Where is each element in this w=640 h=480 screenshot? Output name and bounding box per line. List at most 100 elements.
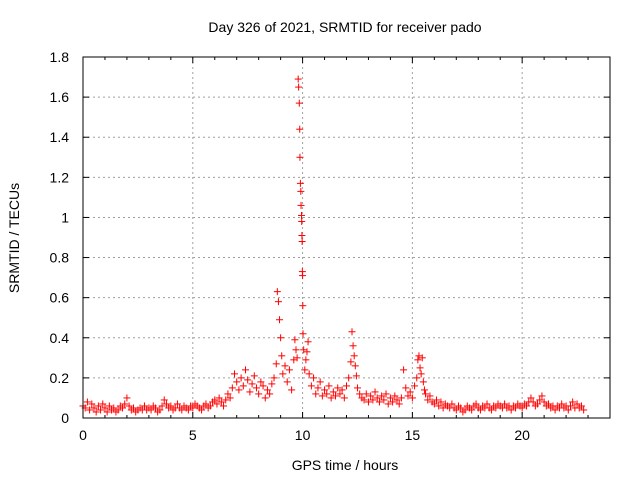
x-tick-label: 20 <box>514 427 530 443</box>
data-point <box>340 394 348 402</box>
data-point <box>369 396 377 404</box>
data-point <box>173 400 181 408</box>
data-point <box>536 396 544 404</box>
data-point <box>160 396 168 404</box>
data-point <box>312 390 320 398</box>
chart-title: Day 326 of 2021, SRMTID for receiver pad… <box>208 19 481 35</box>
data-point <box>125 402 133 410</box>
data-point <box>92 408 100 416</box>
data-point <box>501 400 509 408</box>
data-point <box>518 404 526 412</box>
data-point <box>416 364 424 372</box>
data-point <box>573 400 581 408</box>
y-tick-label: 1.2 <box>50 169 70 185</box>
data-point <box>534 400 542 408</box>
data-point <box>406 388 414 396</box>
data-point <box>140 402 148 410</box>
data-point <box>279 370 287 378</box>
data-point <box>393 396 401 404</box>
data-point <box>202 400 210 408</box>
data-point <box>211 396 219 404</box>
data-point <box>380 396 388 404</box>
data-point <box>318 392 326 400</box>
data-point <box>402 384 410 392</box>
data-point <box>433 396 441 404</box>
data-point <box>360 396 368 404</box>
data-point <box>220 402 228 410</box>
data-point <box>147 406 155 414</box>
data-point <box>413 374 421 382</box>
data-point <box>88 400 96 408</box>
data-point <box>411 382 419 390</box>
data-point <box>97 406 105 414</box>
data-point <box>325 382 333 390</box>
data-point <box>351 362 359 370</box>
data-point <box>492 404 500 412</box>
data-point <box>272 360 280 368</box>
data-point <box>419 378 427 386</box>
data-point <box>198 406 206 414</box>
data-point <box>94 402 102 410</box>
data-point <box>529 398 537 406</box>
data-point <box>364 398 372 406</box>
data-point <box>545 400 553 408</box>
data-point <box>476 406 484 414</box>
data-point <box>343 382 350 390</box>
data-point <box>103 408 111 416</box>
data-point <box>239 382 247 390</box>
data-point <box>273 288 281 296</box>
data-point <box>321 386 329 394</box>
axis-ticks <box>82 56 611 419</box>
data-point <box>222 396 230 404</box>
data-point <box>281 362 289 370</box>
data-point <box>382 390 390 398</box>
data-point <box>303 348 311 356</box>
data-point <box>158 402 166 410</box>
x-tick-label: 0 <box>79 427 87 443</box>
data-point <box>110 404 118 412</box>
data-point <box>278 352 286 360</box>
y-tick-label: 1.6 <box>50 89 70 105</box>
data-point <box>395 400 403 408</box>
data-point <box>294 75 302 83</box>
data-point <box>213 400 221 408</box>
data-point <box>90 404 98 412</box>
data-point <box>235 386 243 394</box>
data-point <box>86 406 94 414</box>
data-point <box>302 356 310 364</box>
data-point <box>424 396 432 404</box>
y-tick-label: 1.8 <box>50 49 70 65</box>
data-point <box>512 404 520 412</box>
data-point <box>417 370 425 378</box>
data-point <box>367 392 375 400</box>
data-point <box>316 378 324 386</box>
data-point <box>255 390 263 398</box>
data-point <box>299 272 307 280</box>
data-point <box>426 392 434 400</box>
data-point <box>259 382 267 390</box>
data-point <box>252 384 260 392</box>
data-point <box>461 406 469 414</box>
data-points <box>79 75 588 416</box>
data-point <box>472 400 480 408</box>
data-point <box>276 316 284 324</box>
data-point <box>248 380 256 388</box>
data-point <box>206 402 214 410</box>
data-point <box>268 380 276 388</box>
data-point <box>334 384 342 392</box>
data-point <box>371 388 379 396</box>
x-tick-label: 15 <box>405 427 421 443</box>
data-point <box>167 402 175 410</box>
data-point <box>277 334 285 342</box>
data-point <box>296 153 304 161</box>
data-point <box>261 394 269 402</box>
data-point <box>217 398 225 406</box>
data-point <box>386 394 394 402</box>
data-point <box>295 99 303 107</box>
data-point <box>291 336 299 344</box>
y-tick-labels: 0 0.2 0.4 0.6 0.8 1 1.2 1.4 1.6 1.8 <box>50 49 70 426</box>
y-tick-label: 0 <box>61 410 69 426</box>
data-point <box>121 400 129 408</box>
data-point <box>345 374 353 382</box>
